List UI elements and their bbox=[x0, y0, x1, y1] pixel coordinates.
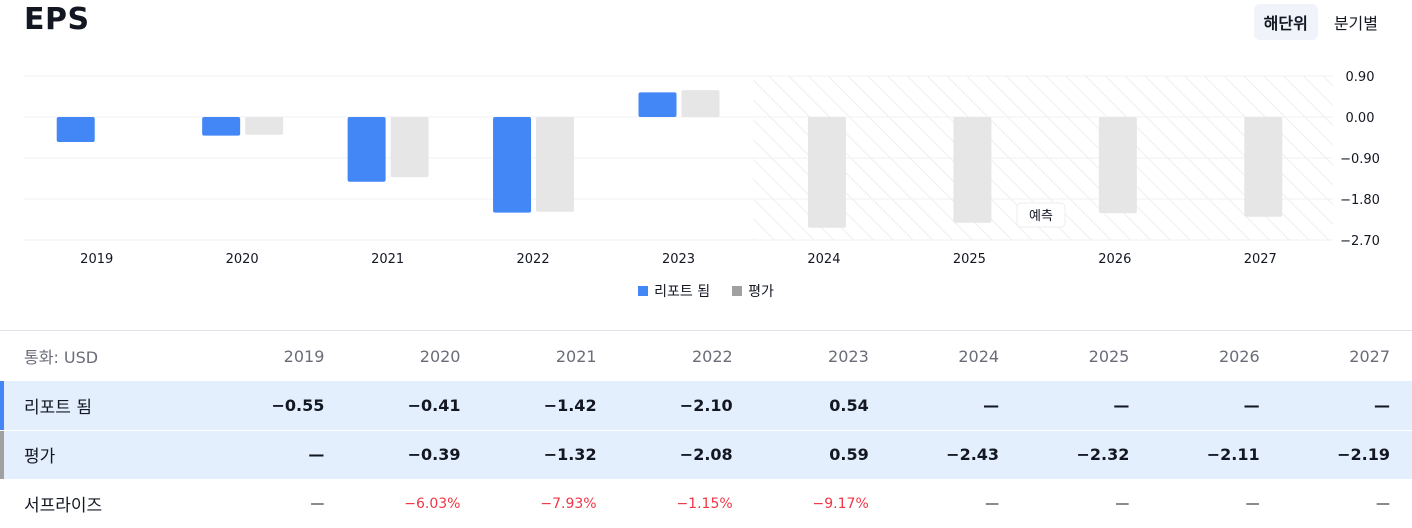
x-tick-label: 2025 bbox=[953, 252, 986, 267]
eps-chart: 0.90 0.00 −0.90 −1.80 −2.70 2019 2020 2021 2022 2… bbox=[24, 70, 1380, 267]
annual-tab[interactable]: 해단위 bbox=[1253, 4, 1318, 40]
bar-estimate bbox=[681, 90, 720, 117]
x-tick-label: 2021 bbox=[371, 252, 404, 267]
forecast-tooltip-box bbox=[1016, 202, 1066, 228]
table-cell: −1.15% bbox=[676, 495, 733, 512]
year-header: 2023 bbox=[828, 346, 869, 366]
legend-reported-label: 리포트 됨 bbox=[654, 284, 711, 300]
bar-estimate bbox=[1098, 117, 1137, 214]
x-tick-label: 2026 bbox=[1098, 252, 1131, 267]
bar-reported bbox=[202, 117, 241, 136]
table-cell: −2.08 bbox=[618, 429, 755, 479]
table-cell: −2.43 bbox=[890, 429, 1022, 479]
table-cell: −2.32 bbox=[1021, 429, 1152, 479]
table-cell: −0.39 bbox=[346, 429, 483, 479]
bar-estimate bbox=[245, 117, 284, 135]
period-toggle: 해단위 분기별 bbox=[1253, 4, 1388, 40]
y-tick-label: 0.90 bbox=[1346, 70, 1375, 85]
x-tick-label: 2019 bbox=[80, 252, 113, 267]
currency-label: 통화: USD bbox=[24, 348, 99, 367]
legend-estimate-label: 평가 bbox=[748, 284, 774, 300]
year-header: 2025 bbox=[1088, 346, 1130, 366]
table-cell: 0.54 bbox=[829, 395, 869, 415]
x-tick-label: 2027 bbox=[1244, 252, 1277, 267]
table-cell: — bbox=[1376, 495, 1390, 512]
bar-estimate bbox=[390, 117, 429, 178]
table-row-reported[interactable]: 리포트 됨 −0.55 −0.41 −1.42 −2.10 0.54 — — —… bbox=[0, 381, 1412, 430]
table-cell: — bbox=[1245, 495, 1260, 512]
table-cell: −0.41 bbox=[407, 395, 461, 415]
x-tick-label: 2022 bbox=[517, 252, 550, 267]
table-cell: — bbox=[1115, 495, 1130, 512]
table-cell: −0.55 bbox=[271, 395, 325, 415]
table-cell: — bbox=[1243, 395, 1260, 415]
year-header: 2022 bbox=[691, 346, 733, 366]
bar-reported bbox=[493, 117, 532, 213]
table-cell: −1.32 bbox=[482, 429, 619, 479]
year-header: 2021 bbox=[555, 346, 597, 366]
x-tick-label: 2020 bbox=[226, 252, 259, 267]
year-header: 2020 bbox=[419, 346, 461, 366]
table-cell: −2.19 bbox=[1281, 429, 1412, 479]
bar-estimate bbox=[1244, 117, 1283, 217]
y-tick-label: −2.70 bbox=[1340, 234, 1380, 249]
legend-estimate-swatch bbox=[732, 286, 743, 296]
legend-reported[interactable]: 리포트 됨 bbox=[638, 281, 710, 301]
table-cell: −6.03% bbox=[404, 495, 461, 512]
bar-reported bbox=[638, 92, 677, 117]
table-cell: — bbox=[1113, 395, 1130, 415]
bar-estimate bbox=[953, 117, 992, 223]
table-cell: −7.93% bbox=[540, 495, 597, 512]
forecast-label: 예측 bbox=[1029, 209, 1053, 224]
legend-estimate[interactable]: 평가 bbox=[732, 281, 774, 301]
row-label: 리포트 됨 bbox=[0, 381, 216, 430]
table-cell: −1.42 bbox=[543, 395, 597, 415]
table-cell: — bbox=[216, 429, 347, 479]
year-header: 2026 bbox=[1218, 346, 1260, 366]
page-title: EPS bbox=[24, 2, 90, 37]
eps-table: 통화: USD 2019 2020 2021 2022 2023 2024 20… bbox=[0, 330, 1412, 528]
year-header: 2024 bbox=[958, 346, 1000, 366]
bar-estimate bbox=[536, 117, 575, 212]
legend-reported-swatch bbox=[638, 286, 649, 296]
row-label: 서프라이즈 bbox=[24, 496, 103, 516]
table-row-surprise: 서프라이즈 — −6.03% −7.93% −1.15% −9.17% — — … bbox=[0, 479, 1412, 528]
chart-legend: 리포트 됨 평가 bbox=[0, 281, 1412, 301]
table-cell: −2.10 bbox=[679, 395, 733, 415]
table-cell: — bbox=[983, 395, 1000, 415]
bar-estimate bbox=[807, 117, 846, 228]
year-header: 2027 bbox=[1349, 346, 1390, 366]
x-tick-label: 2024 bbox=[807, 252, 840, 267]
y-tick-label: −1.80 bbox=[1340, 193, 1380, 208]
forecast-tooltip: 예측 bbox=[1016, 202, 1066, 228]
table-cell: — bbox=[985, 495, 1000, 512]
table-cell: −2.11 bbox=[1151, 429, 1282, 479]
row-label: 평가 bbox=[0, 429, 217, 479]
table-row-estimate[interactable]: 평가 — −0.39 −1.32 −2.08 0.59 −2.43 −2.32 … bbox=[0, 429, 1412, 479]
table-cell: 0.59 bbox=[754, 429, 891, 479]
table-cell: — bbox=[1374, 395, 1390, 415]
x-tick-label: 2023 bbox=[662, 252, 695, 267]
bar-reported bbox=[347, 117, 386, 182]
table-cell: — bbox=[310, 495, 325, 512]
year-header: 2019 bbox=[283, 346, 325, 366]
table-cell: −9.17% bbox=[812, 495, 869, 512]
y-tick-label: −0.90 bbox=[1340, 152, 1380, 167]
bar-reported bbox=[56, 117, 95, 143]
y-tick-label: 0.00 bbox=[1346, 111, 1375, 126]
quarterly-tab[interactable]: 분기별 bbox=[1333, 14, 1378, 33]
